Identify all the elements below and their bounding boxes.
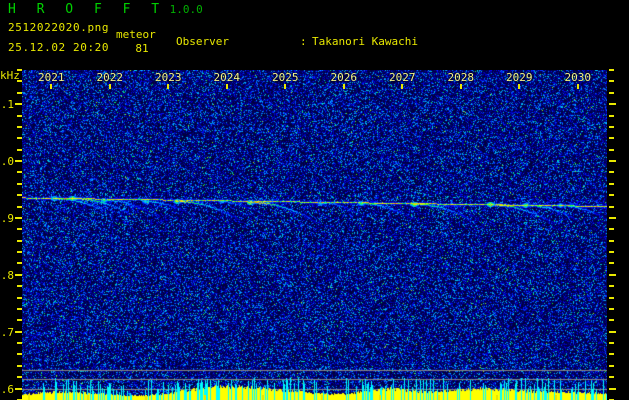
y-axis-minor-tick	[17, 353, 22, 356]
app-version: 1.0.0	[169, 3, 203, 16]
power-strip	[22, 378, 607, 400]
y-axis-minor-tick	[17, 194, 22, 197]
right-axis-minor-tick	[609, 353, 614, 356]
meteor-count: 81	[135, 42, 149, 55]
right-axis-minor-tick	[609, 251, 614, 254]
app-title: H R O F F T	[8, 2, 166, 17]
file-name-label: 2512022020.png	[8, 21, 110, 34]
y-axis-minor-tick	[17, 125, 22, 128]
y-axis-major-tick	[15, 330, 22, 333]
right-axis-major-tick	[609, 273, 616, 276]
y-axis-minor-tick	[17, 262, 22, 265]
x-axis-tick-bottom	[262, 395, 265, 400]
y-axis-major-tick	[15, 387, 22, 390]
spectrogram-panel: kHz 1.11.00.90.80.70.6 20212022202320242…	[0, 69, 629, 400]
right-axis	[607, 69, 629, 400]
date-time-label: 25.12.02 20:20	[8, 41, 110, 54]
meta-colon: :	[300, 35, 307, 48]
right-axis-minor-tick	[609, 125, 614, 128]
meteor-label: meteor	[116, 28, 156, 41]
y-axis-minor-tick	[17, 205, 22, 208]
right-axis-minor-tick	[609, 342, 614, 345]
y-axis-minor-tick	[17, 137, 22, 140]
y-axis-minor-tick	[17, 69, 22, 71]
right-axis-minor-tick	[609, 114, 614, 117]
right-axis-major-tick	[609, 103, 616, 106]
x-axis-tick-bottom	[496, 395, 499, 400]
y-axis-minor-tick	[17, 376, 22, 379]
y-axis-tick-label: 1.0	[0, 155, 14, 169]
right-axis-minor-tick	[609, 307, 614, 310]
right-axis-minor-tick	[609, 80, 614, 83]
right-axis-minor-tick	[609, 182, 614, 185]
y-axis-minor-tick	[17, 114, 22, 117]
right-axis-minor-tick	[609, 376, 614, 379]
power-strip-canvas	[22, 378, 607, 400]
y-axis-minor-tick	[17, 319, 22, 322]
right-axis-minor-tick	[609, 205, 614, 208]
y-axis-minor-tick	[17, 307, 22, 310]
x-axis-tick-bottom	[320, 395, 323, 400]
y-axis-minor-tick	[17, 171, 22, 174]
meta-value-observer: Takanori Kawachi	[312, 35, 418, 48]
y-axis-minor-tick	[17, 148, 22, 151]
right-axis-minor-tick	[609, 69, 614, 71]
right-axis-minor-tick	[609, 364, 614, 367]
y-axis-minor-tick	[17, 91, 22, 94]
right-axis-minor-tick	[609, 319, 614, 322]
y-axis-tick-label: 0.8	[0, 268, 14, 282]
spectrogram-image	[22, 70, 607, 400]
x-axis-tick-bottom	[554, 395, 557, 400]
x-axis-tick-bottom	[379, 395, 382, 400]
header-panel: H R O F F T 1.0.0 2512022020.png 25.12.02…	[0, 0, 629, 188]
right-axis-minor-tick	[609, 137, 614, 140]
right-axis-major-tick	[609, 216, 616, 219]
right-axis-minor-tick	[609, 148, 614, 151]
right-axis-minor-tick	[609, 91, 614, 94]
x-axis-tick-bottom	[28, 395, 31, 400]
x-axis-tick-bottom	[86, 395, 89, 400]
y-axis-major-tick	[15, 273, 22, 276]
y-axis: kHz 1.1 1.0 0.9 0.8 0.7 0.6	[0, 69, 22, 400]
right-axis-minor-tick	[609, 262, 614, 265]
right-axis-minor-tick	[609, 171, 614, 174]
y-axis-minor-tick	[17, 296, 22, 299]
y-axis-minor-tick	[17, 80, 22, 83]
y-axis-major-tick	[15, 216, 22, 219]
y-axis-minor-tick	[17, 342, 22, 345]
right-axis-minor-tick	[609, 228, 614, 231]
right-axis-major-tick	[609, 160, 616, 163]
spectrogram-canvas	[22, 70, 607, 400]
meta-row-observer: Observer: Takanori Kawachi	[176, 34, 550, 50]
y-axis-tick-label: 0.6	[0, 382, 14, 396]
right-axis-major-tick	[609, 330, 616, 333]
y-axis-major-tick	[15, 160, 22, 163]
y-axis-minor-tick	[17, 251, 22, 254]
y-axis-unit-label: kHz	[0, 69, 20, 82]
y-axis-minor-tick	[17, 228, 22, 231]
y-axis-minor-tick	[17, 364, 22, 367]
right-axis-minor-tick	[609, 296, 614, 299]
title-block: H R O F F T 1.0.0	[8, 2, 203, 21]
right-axis-major-tick	[609, 387, 616, 390]
y-axis-minor-tick	[17, 182, 22, 185]
right-axis-minor-tick	[609, 239, 614, 242]
right-axis-minor-tick	[609, 285, 614, 288]
x-axis-tick-bottom	[203, 395, 206, 400]
meta-key-observer: Observer	[176, 35, 229, 48]
y-axis-tick-label: 1.1	[0, 98, 14, 112]
y-axis-tick-label: 0.7	[0, 325, 14, 339]
right-axis-minor-tick	[609, 194, 614, 197]
x-axis-tick-bottom	[145, 395, 148, 400]
y-axis-tick-label: 0.9	[0, 211, 14, 225]
y-axis-minor-tick	[17, 285, 22, 288]
y-axis-minor-tick	[17, 239, 22, 242]
y-axis-major-tick	[15, 103, 22, 106]
x-axis-tick-bottom	[437, 395, 440, 400]
